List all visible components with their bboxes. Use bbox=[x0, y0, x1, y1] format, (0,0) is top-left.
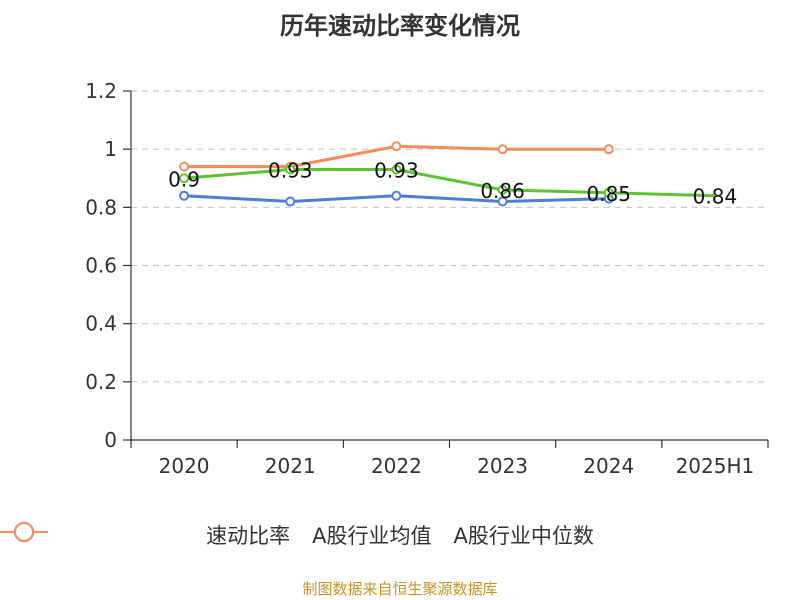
data-point bbox=[603, 187, 614, 198]
legend-item-industry-mean[interactable]: A股行业均值 bbox=[0, 520, 432, 550]
data-point bbox=[603, 144, 614, 155]
legend-label-industry-median: A股行业中位数 bbox=[453, 524, 594, 548]
series-line-0 bbox=[183, 168, 715, 198]
data-label: 0.93 bbox=[268, 159, 313, 183]
legend-item-quick-ratio[interactable]: 速动比率 bbox=[0, 520, 291, 550]
data-point bbox=[285, 196, 296, 207]
x-tick-label: 2021 bbox=[265, 454, 316, 478]
y-tick-label: 0.4 bbox=[85, 312, 117, 336]
data-point bbox=[497, 196, 508, 207]
data-point bbox=[497, 144, 508, 155]
x-tick-label: 2025H1 bbox=[676, 454, 755, 478]
x-tick-label: 2023 bbox=[477, 454, 528, 478]
data-label: 0.93 bbox=[374, 159, 419, 183]
data-point bbox=[391, 190, 402, 201]
y-tick-label: 0.2 bbox=[85, 370, 117, 394]
legend-label-industry-mean: A股行业均值 bbox=[312, 524, 432, 548]
legend: 速动比率 A股行业均值 A股行业中位数 bbox=[0, 520, 800, 550]
data-source-note: 制图数据来自恒生聚源数据库 bbox=[302, 580, 498, 598]
y-tick-label: 0.6 bbox=[85, 254, 117, 278]
data-point bbox=[391, 141, 402, 152]
data-point bbox=[179, 190, 190, 201]
y-tick-label: 0.8 bbox=[85, 195, 117, 219]
data-point bbox=[497, 184, 508, 195]
y-tick-label: 1 bbox=[104, 137, 117, 161]
x-tick-label: 2022 bbox=[371, 454, 422, 478]
x-tick-label: 2020 bbox=[159, 454, 210, 478]
data-label: 0.85 bbox=[586, 182, 631, 206]
data-point bbox=[285, 164, 296, 175]
data-label: 0.84 bbox=[693, 185, 738, 209]
y-tick-label: 1.2 bbox=[85, 79, 117, 103]
data-point bbox=[179, 161, 190, 172]
chart-title: 历年速动比率变化情况 bbox=[280, 12, 520, 40]
y-tick-label: 0 bbox=[104, 428, 117, 452]
data-label: 0.86 bbox=[480, 179, 525, 203]
data-point bbox=[391, 164, 402, 175]
x-tick-label: 2024 bbox=[583, 454, 634, 478]
data-point bbox=[179, 173, 190, 184]
legend-item-industry-median[interactable]: A股行业中位数 bbox=[0, 520, 594, 550]
data-label: 0.9 bbox=[168, 167, 200, 191]
legend-swatch-industry-median bbox=[0, 522, 48, 542]
legend-label-quick-ratio: 速动比率 bbox=[206, 524, 291, 548]
